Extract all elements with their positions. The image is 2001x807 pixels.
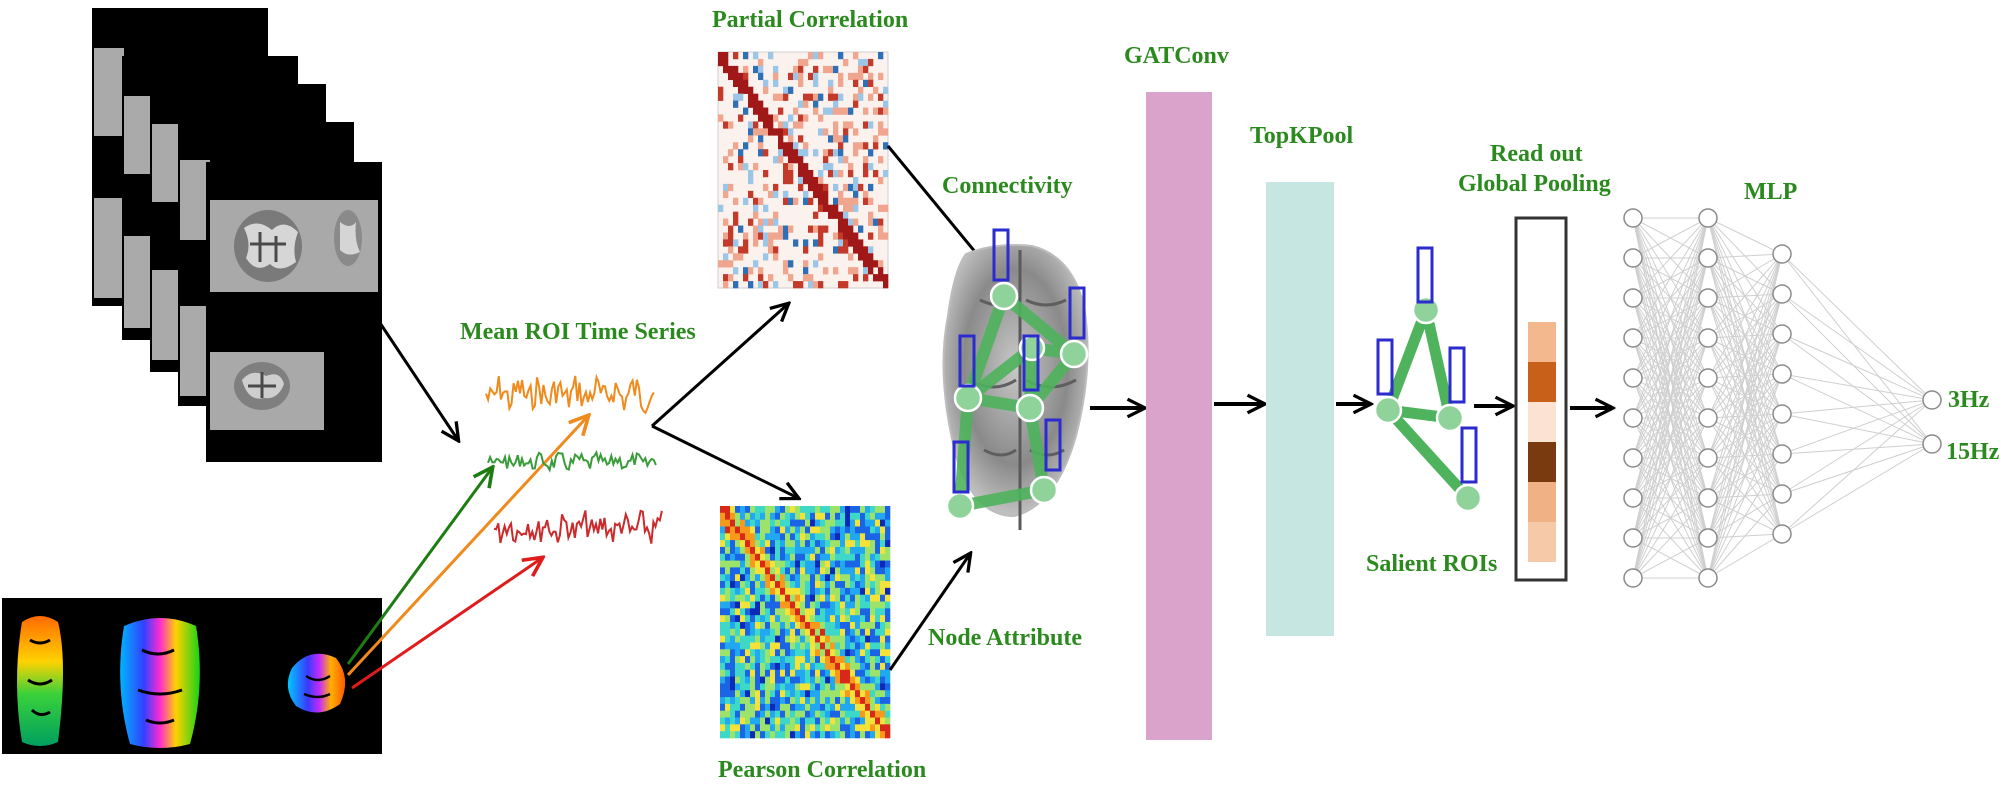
graph-node — [1029, 475, 1059, 505]
arrow-pearson-to-node-attribute — [888, 554, 970, 671]
mlp-node — [1623, 248, 1643, 268]
roi-box — [958, 334, 976, 388]
roi-time-series — [485, 373, 663, 544]
mlp-node — [1623, 208, 1643, 228]
mlp-output-node — [1922, 434, 1942, 454]
arrow-series-to-partial — [650, 304, 788, 428]
mlp-output-node — [1922, 390, 1942, 410]
arrow-partial-to-connectivity — [886, 145, 990, 270]
mlp-node — [1698, 568, 1718, 588]
roi-box — [1022, 334, 1040, 392]
pearson-correlation-label: Pearson Correlation — [718, 757, 927, 783]
output-label-3hz: 3Hz — [1948, 387, 1990, 413]
output-label-15hz: 15Hz — [1946, 439, 2000, 465]
readout-cell — [1528, 442, 1556, 482]
readout-label-line1: Read out — [1490, 141, 1583, 167]
mean-roi-time-series-label: Mean ROI Time Series — [460, 319, 696, 345]
roi-box — [1416, 246, 1434, 304]
arrow-atlas-to-green-series — [346, 468, 492, 665]
topkpool-layer — [1266, 182, 1334, 636]
roi-box — [1044, 418, 1062, 472]
mlp-node — [1772, 404, 1792, 424]
time-series-red — [493, 509, 663, 544]
topkpool-label: TopKPool — [1250, 123, 1354, 149]
fmri-frame-front — [206, 162, 382, 462]
graph-node — [1453, 483, 1483, 513]
mlp-node — [1698, 288, 1718, 308]
readout-cell — [1528, 402, 1556, 442]
mlp-node — [1623, 568, 1643, 588]
readout-cell — [1528, 282, 1556, 322]
readout-cell — [1528, 522, 1556, 562]
brain-atlas-parcellation — [2, 598, 382, 754]
mlp-node — [1772, 444, 1792, 464]
mlp-node — [1698, 488, 1718, 508]
mlp-node — [1698, 528, 1718, 548]
fmri-volume-stack — [92, 8, 382, 462]
time-series-orange — [485, 373, 655, 415]
graph-node — [953, 383, 983, 413]
salient-rois-label: Salient ROIs — [1366, 551, 1498, 577]
graph-node — [1015, 393, 1045, 423]
partial-correlation-label: Partial Correlation — [712, 7, 909, 33]
mlp-node — [1623, 328, 1643, 348]
readout-cell — [1528, 482, 1556, 522]
node-attribute-label: Node Attribute — [928, 625, 1082, 651]
partial-correlation-matrix — [717, 51, 889, 289]
mlp-node — [1772, 244, 1792, 264]
arrow-atlas-to-orange-series — [346, 416, 588, 677]
graph-node — [989, 281, 1019, 311]
readout-label-line2: Global Pooling — [1458, 171, 1611, 197]
mlp-label: MLP — [1744, 179, 1798, 205]
mlp-node — [1772, 324, 1792, 344]
readout-vector — [1514, 216, 1568, 582]
mlp-node — [1772, 484, 1792, 504]
mlp-node — [1623, 368, 1643, 388]
roi-box — [1448, 346, 1466, 404]
roi-box — [952, 440, 970, 494]
mlp-node — [1698, 448, 1718, 468]
brain-connectivity-graph — [942, 228, 1089, 530]
mlp-node — [1698, 328, 1718, 348]
roi-box — [1460, 426, 1478, 484]
mlp-node — [1772, 364, 1792, 384]
time-series-green — [487, 449, 657, 473]
gatconv-layer — [1146, 92, 1212, 740]
arrow-series-to-pearson — [651, 424, 798, 498]
mlp-node — [1623, 288, 1643, 308]
readout-cell — [1528, 322, 1556, 362]
arrow-volumes-to-series — [376, 319, 458, 440]
mlp-node — [1623, 448, 1643, 468]
roi-box — [992, 228, 1010, 282]
roi-box — [1376, 338, 1394, 396]
mlp-network — [1623, 208, 1942, 588]
gatconv-label: GATConv — [1124, 43, 1229, 69]
mlp-node — [1698, 248, 1718, 268]
mlp-node — [1623, 528, 1643, 548]
graph-node — [945, 491, 975, 521]
connectivity-label: Connectivity — [942, 173, 1073, 199]
mlp-node — [1698, 368, 1718, 388]
graph-node — [1059, 339, 1089, 369]
graph-node — [1435, 403, 1465, 433]
mlp-node — [1772, 284, 1792, 304]
arrow-atlas-to-red-series — [351, 558, 542, 690]
roi-box — [1068, 286, 1086, 340]
mlp-node — [1698, 408, 1718, 428]
readout-cell — [1528, 362, 1556, 402]
graph-node — [1373, 395, 1403, 425]
pearson-correlation-matrix — [720, 506, 891, 739]
mlp-node — [1623, 488, 1643, 508]
salient-roi-graph — [1373, 246, 1483, 513]
mlp-node — [1772, 524, 1792, 544]
mlp-node — [1698, 208, 1718, 228]
mlp-node — [1623, 408, 1643, 428]
